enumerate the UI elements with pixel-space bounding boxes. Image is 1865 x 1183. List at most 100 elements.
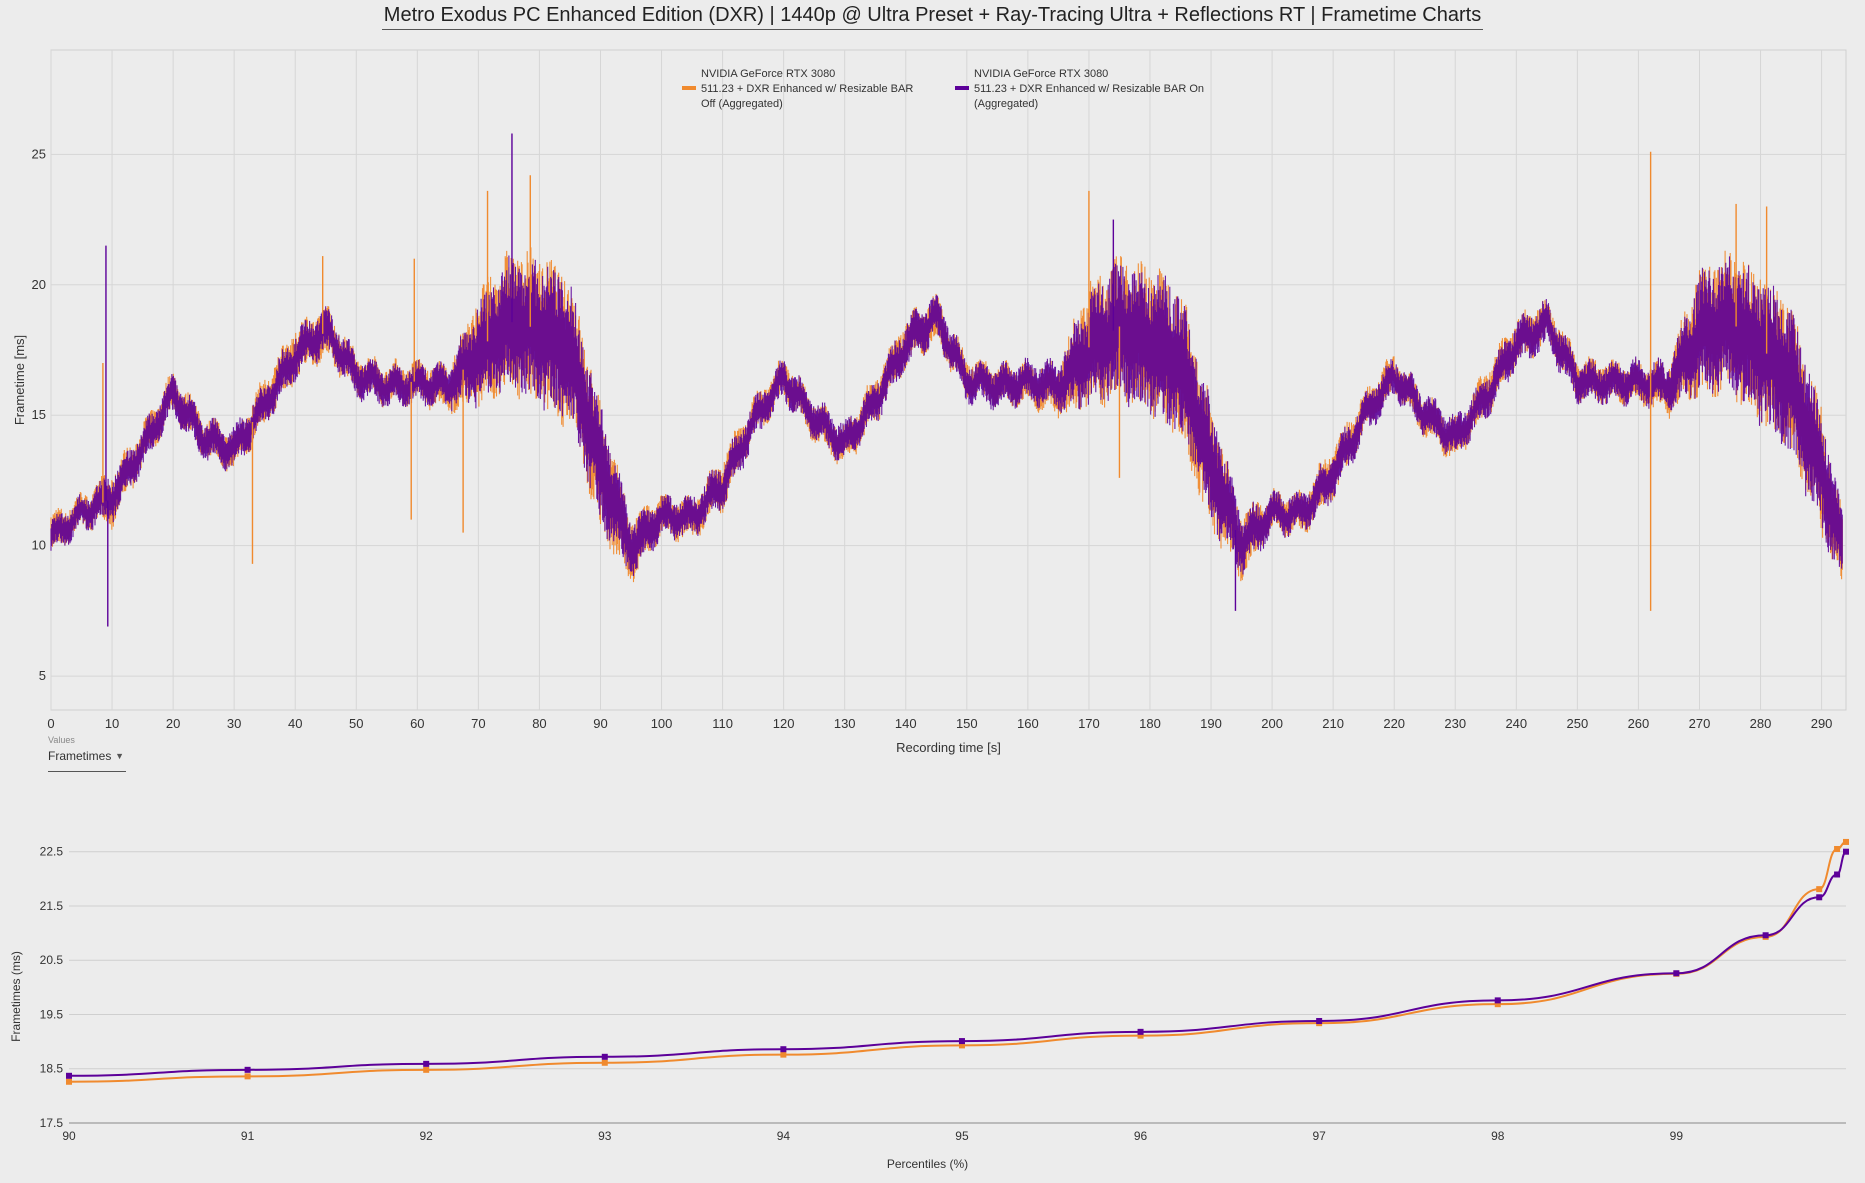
x-tick-label: 95 (955, 1129, 969, 1143)
x-tick-label: 150 (956, 716, 978, 731)
x-tick-label: 98 (1491, 1129, 1505, 1143)
y-tick-label: 5 (39, 668, 46, 683)
x-tick-label: 110 (712, 716, 733, 731)
x-tick-label: 96 (1134, 1129, 1148, 1143)
percentile-point-on (958, 1038, 965, 1045)
percentile-point-off (1137, 1032, 1144, 1039)
chevron-down-icon: ▼ (115, 751, 124, 761)
x-tick-label: 260 (1628, 716, 1650, 731)
x-tick-label: 170 (1078, 716, 1100, 731)
frametime-chart: 0 10 20 30 40 50 60 70 80 90 100 110 120 130 140 150 160… (12, 49, 1847, 755)
x-tick-label: 10 (105, 716, 119, 731)
percentile-point-off (958, 1042, 965, 1049)
x-tick-label: 20 (166, 716, 180, 731)
x-tick-label: 80 (532, 716, 546, 731)
legend-label-off: NVIDIA GeForce RTX 3080 (701, 68, 835, 80)
y-tick-label: 25 (32, 146, 46, 161)
y-axis-label: Frametimes (ms) (9, 951, 23, 1042)
x-tick-label: 130 (834, 716, 856, 731)
percentile-point-on (1673, 970, 1680, 977)
y-tick-label: 18.5 (40, 1062, 64, 1076)
x-tick-label: 0 (47, 716, 54, 731)
legend-label-off: Off (Aggregated) (701, 98, 783, 110)
percentile-point-off (1816, 886, 1823, 893)
x-tick-label: 90 (62, 1129, 76, 1143)
percentile-point-on (423, 1060, 430, 1067)
x-tick-label: 70 (471, 716, 485, 731)
values-dropdown-selected: Frametimes (48, 749, 112, 763)
legend-label-on: NVIDIA GeForce RTX 3080 (974, 68, 1108, 80)
percentile-line-off (68, 840, 1847, 1083)
y-tick-label: 20.5 (40, 953, 64, 967)
percentile-point-on (1494, 997, 1501, 1004)
x-tick-label: 200 (1261, 716, 1283, 731)
percentile-point-on (1762, 932, 1769, 939)
legend-label-on: 511.23 + DXR Enhanced w/ Resizable BAR O… (974, 83, 1204, 95)
x-tick-label: 93 (598, 1129, 612, 1143)
x-tick-label: 250 (1567, 716, 1589, 731)
legend-label-off: 511.23 + DXR Enhanced w/ Resizable BAR (701, 83, 913, 95)
legend-swatch-off (682, 86, 696, 90)
y-axis-label: Frametime [ms] (12, 335, 27, 425)
x-tick-label: 180 (1139, 716, 1161, 731)
legend: NVIDIA GeForce RTX 3080 511.23 + DXR Enha… (682, 68, 1204, 110)
percentile-point-on (780, 1046, 787, 1053)
percentile-line-on (68, 850, 1847, 1077)
percentile-point-off (66, 1078, 72, 1085)
percentile-series-off (66, 838, 1849, 1085)
y-tick-label: 19.5 (40, 1007, 64, 1021)
percentile-point-on (1816, 894, 1823, 901)
percentile-point-off (244, 1073, 251, 1080)
x-tick-label: 290 (1811, 716, 1833, 731)
percentile-point-off (1843, 838, 1849, 845)
percentile-point-on (1316, 1017, 1323, 1024)
values-caption: Values (48, 735, 75, 745)
x-tick-label: 190 (1200, 716, 1222, 731)
x-tick-label: 220 (1383, 716, 1405, 731)
percentile-point-on (66, 1072, 72, 1079)
x-tick-label: 280 (1750, 716, 1772, 731)
percentile-point-off (1834, 845, 1841, 852)
percentile-point-off (423, 1066, 430, 1073)
percentile-point-on (1834, 871, 1841, 878)
x-tick-label: 160 (1017, 716, 1039, 731)
x-tick-label: 99 (1670, 1129, 1684, 1143)
percentile-point-off (601, 1059, 608, 1066)
legend-label-on: (Aggregated) (974, 98, 1038, 110)
x-tick-label: 240 (1505, 716, 1527, 731)
percentile-point-off (780, 1051, 787, 1058)
percentile-point-on (244, 1066, 251, 1073)
x-axis-label: Percentiles (%) (887, 1157, 968, 1171)
x-axis-label: Recording time [s] (896, 740, 1001, 755)
x-tick-label: 60 (410, 716, 424, 731)
percentile-point-on (1137, 1028, 1144, 1035)
x-tick-label: 91 (241, 1129, 255, 1143)
x-tick-label: 270 (1689, 716, 1711, 731)
x-tick-label: 210 (1322, 716, 1344, 731)
x-tick-label: 92 (420, 1129, 434, 1143)
y-tick-label: 20 (32, 277, 46, 292)
y-tick-label: 22.5 (40, 845, 64, 859)
series-on-trace (50, 255, 1843, 576)
y-tick-label: 17.5 (40, 1116, 64, 1130)
percentile-point-on (1843, 848, 1849, 855)
series-on (50, 255, 1843, 576)
x-tick-label: 97 (1312, 1129, 1326, 1143)
y-tick-label: 10 (32, 538, 46, 553)
percentile-point-off (1494, 1001, 1501, 1008)
y-tick-label: 21.5 (40, 899, 64, 913)
x-tick-label: 90 (593, 716, 607, 731)
percentile-series-on (66, 848, 1849, 1079)
x-tick-label: 140 (895, 716, 917, 731)
x-tick-label: 30 (227, 716, 241, 731)
x-tick-label: 94 (777, 1129, 791, 1143)
chart-title: Metro Exodus PC Enhanced Edition (DXR) |… (0, 4, 1865, 30)
percentile-point-on (601, 1053, 608, 1060)
values-dropdown[interactable]: Frametimes ▼ (48, 749, 126, 772)
y-tick-label: 15 (32, 407, 46, 422)
x-tick-label: 100 (651, 716, 673, 731)
legend-swatch-on (955, 86, 969, 90)
x-tick-label: 50 (349, 716, 363, 731)
